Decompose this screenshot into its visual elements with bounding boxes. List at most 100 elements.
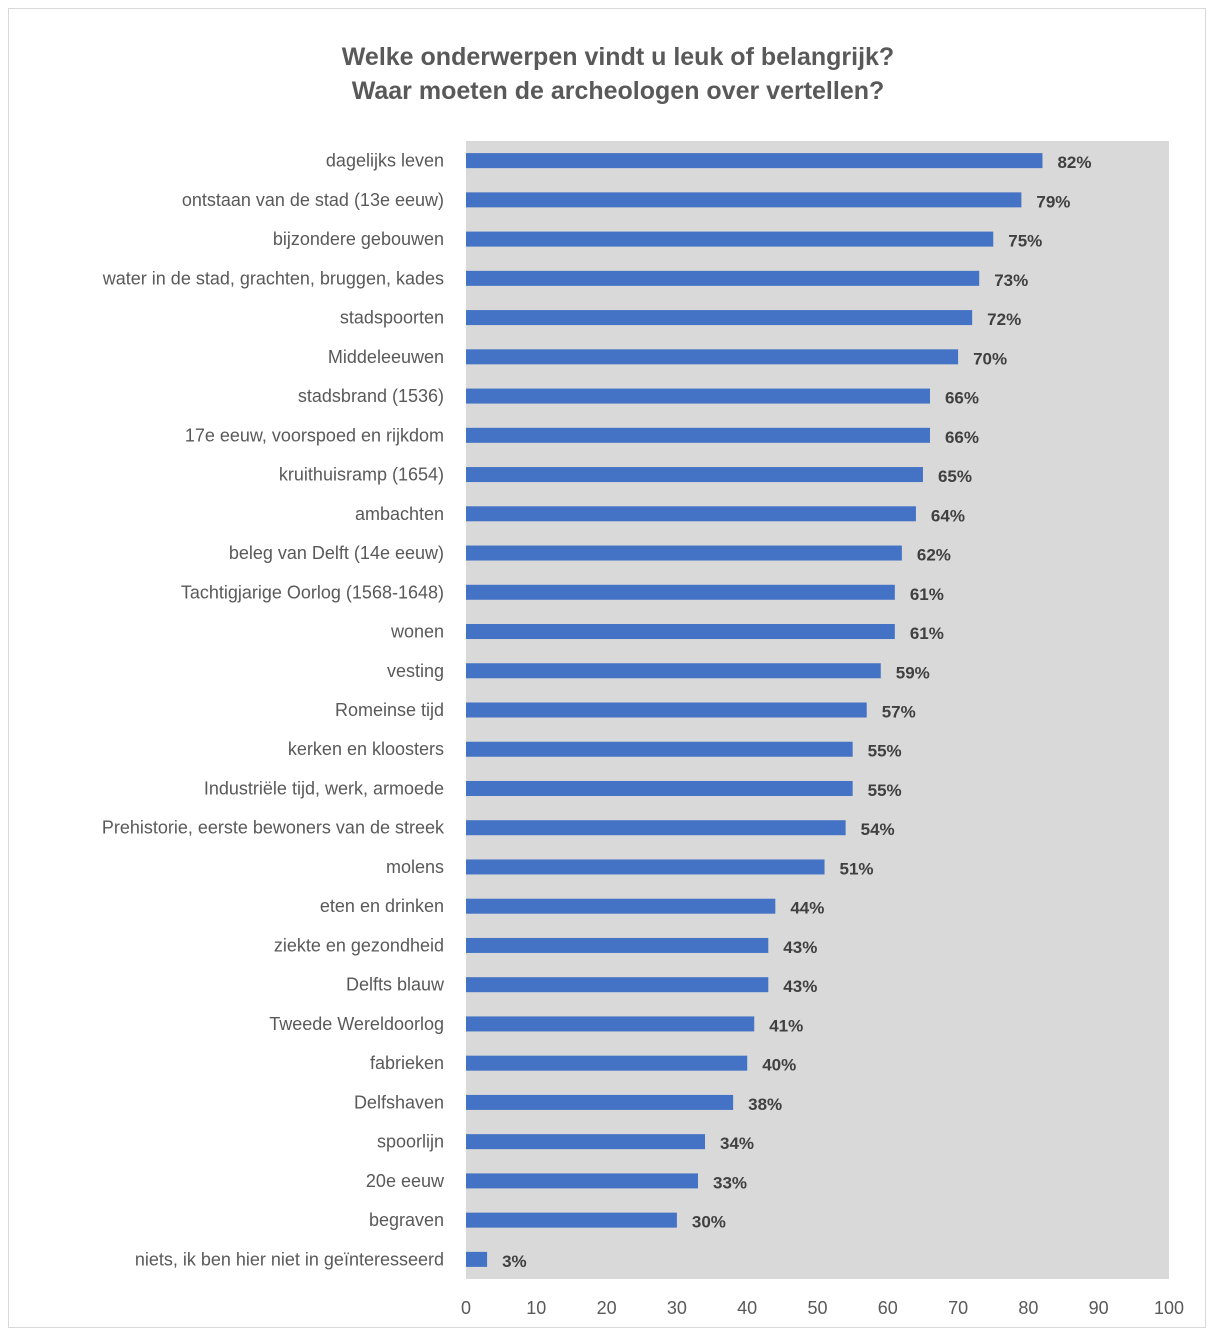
x-tick-label: 50	[807, 1298, 827, 1318]
bar	[466, 624, 895, 640]
bar	[466, 663, 881, 679]
x-tick-label: 70	[948, 1298, 968, 1318]
category-label: niets, ik ben hier niet in geïnteresseer…	[135, 1249, 444, 1269]
category-label: Tweede Wereldoorlog	[269, 1014, 444, 1034]
bar	[466, 427, 930, 443]
category-label: ontstaan van de stad (13e eeuw)	[182, 190, 444, 210]
category-label: kruithuisramp (1654)	[279, 465, 444, 485]
data-label: 73%	[994, 271, 1028, 290]
data-label: 43%	[783, 938, 817, 957]
data-label: 79%	[1036, 192, 1070, 211]
bar	[466, 898, 776, 914]
x-tick-label: 60	[878, 1298, 898, 1318]
category-label: bijzondere gebouwen	[273, 229, 444, 249]
category-label: Industriële tijd, werk, armoede	[204, 778, 444, 798]
data-label: 82%	[1057, 153, 1091, 172]
bar	[466, 780, 853, 796]
x-tick-label: 0	[461, 1298, 471, 1318]
chart-title: Welke onderwerpen vindt u leuk of belang…	[342, 43, 894, 71]
category-label: water in de stad, grachten, bruggen, kad…	[102, 268, 444, 288]
bar	[466, 584, 895, 600]
data-label: 65%	[938, 467, 972, 486]
data-label: 43%	[783, 977, 817, 996]
x-tick-label: 20	[597, 1298, 617, 1318]
category-label: Romeinse tijd	[335, 700, 444, 720]
data-label: 55%	[868, 742, 902, 761]
bar	[466, 937, 769, 953]
bar	[466, 859, 825, 875]
data-label: 66%	[945, 389, 979, 408]
data-label: 3%	[502, 1252, 527, 1271]
category-label: Delfshaven	[354, 1092, 444, 1112]
category-label: stadspoorten	[340, 308, 444, 328]
data-label: 66%	[945, 428, 979, 447]
bar	[466, 741, 853, 757]
bar	[466, 349, 959, 365]
bar	[466, 820, 846, 836]
category-label: Prehistorie, eerste bewoners van de stre…	[102, 818, 445, 838]
category-label: ambachten	[355, 504, 444, 524]
data-label: 70%	[973, 349, 1007, 368]
data-label: 51%	[840, 859, 874, 878]
x-tick-label: 90	[1089, 1298, 1109, 1318]
data-label: 75%	[1008, 232, 1042, 251]
bar	[466, 1251, 488, 1267]
bar	[466, 1055, 748, 1071]
category-label: 20e eeuw	[366, 1171, 445, 1191]
data-label: 30%	[692, 1213, 726, 1232]
category-label: 17e eeuw, voorspoed en rijkdom	[185, 425, 444, 445]
data-label: 44%	[790, 899, 824, 918]
bar-chart: Welke onderwerpen vindt u leuk of belang…	[102, 43, 1184, 1318]
bar	[466, 545, 902, 561]
bar	[466, 467, 923, 483]
bar	[466, 1173, 698, 1189]
data-label: 59%	[896, 663, 930, 682]
category-label: eten en drinken	[320, 896, 444, 916]
category-label: Middeleeuwen	[328, 347, 444, 367]
chart-subtitle: Waar moeten de archeologen over vertelle…	[352, 77, 885, 105]
data-label: 55%	[868, 781, 902, 800]
bar	[466, 153, 1043, 169]
bar	[466, 192, 1022, 208]
category-label: vesting	[387, 661, 444, 681]
data-label: 64%	[931, 506, 965, 525]
chart-frame: Welke onderwerpen vindt u leuk of belang…	[8, 8, 1206, 1328]
bar	[466, 231, 994, 247]
data-label: 57%	[882, 703, 916, 722]
bars-layer	[466, 153, 1043, 1267]
x-axis-tick-labels: 0 10 20 30 40 50 60 70 80 90 100	[461, 1298, 1184, 1318]
x-tick-label: 80	[1018, 1298, 1038, 1318]
bar	[466, 977, 769, 993]
data-label: 41%	[769, 1016, 803, 1035]
data-labels: 82% 79% 75% 73% 72% 70% 66% 66% 65% 64% 62% 61% 61% 5…	[502, 153, 1091, 1271]
bar	[466, 506, 916, 522]
category-label: fabrieken	[370, 1053, 444, 1073]
bar	[466, 270, 980, 286]
x-tick-label: 10	[526, 1298, 546, 1318]
category-label: dagelijks leven	[326, 151, 444, 171]
x-tick-label: 100	[1154, 1298, 1184, 1318]
data-label: 62%	[917, 546, 951, 565]
data-label: 38%	[748, 1095, 782, 1114]
category-label: Tachtigjarige Oorlog (1568-1648)	[181, 582, 444, 602]
category-label: wonen	[390, 622, 444, 642]
category-label: kerken en kloosters	[288, 739, 444, 759]
data-label: 40%	[762, 1056, 796, 1075]
data-label: 33%	[713, 1173, 747, 1192]
data-label: 61%	[910, 624, 944, 643]
data-label: 34%	[720, 1134, 754, 1153]
bar	[466, 1212, 677, 1228]
bar	[466, 388, 930, 404]
data-label: 61%	[910, 585, 944, 604]
data-label: 54%	[861, 820, 895, 839]
bar	[466, 702, 867, 718]
x-tick-label: 30	[667, 1298, 687, 1318]
bar	[466, 1094, 734, 1110]
category-labels: dagelijks leven ontstaan van de stad (13e…	[102, 151, 445, 1270]
category-label: Delfts blauw	[346, 975, 445, 995]
category-label: ziekte en gezondheid	[274, 935, 444, 955]
bar	[466, 1016, 755, 1032]
bar	[466, 310, 973, 326]
data-label: 72%	[987, 310, 1021, 329]
x-tick-label: 40	[737, 1298, 757, 1318]
